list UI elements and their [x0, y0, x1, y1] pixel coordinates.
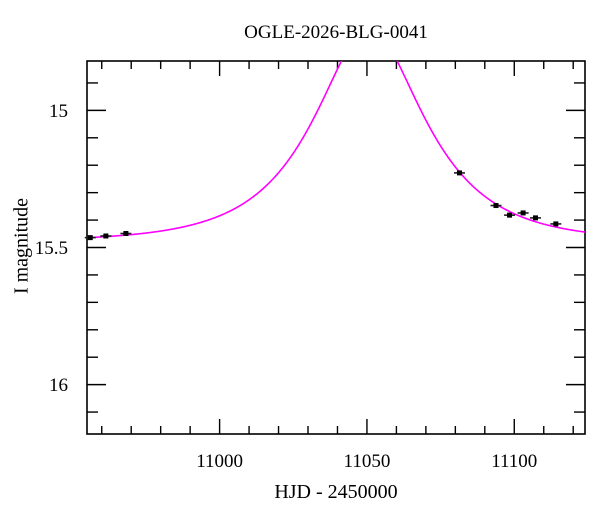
- axes-frame: [86, 60, 586, 435]
- chart-title: OGLE-2026-BLG-0041: [244, 22, 428, 43]
- data-point: [493, 203, 499, 209]
- data-point: [456, 170, 462, 176]
- x-tick-label: 11000: [196, 451, 243, 472]
- data-point: [553, 221, 559, 227]
- data-point: [103, 233, 109, 239]
- x-tick-label: 11050: [344, 451, 391, 472]
- model-curve: [87, 61, 585, 239]
- y-tick-label: 15.5: [35, 238, 68, 259]
- data-point: [532, 215, 538, 221]
- y-tick-label: 15: [49, 101, 68, 122]
- x-tick-label: 11100: [491, 451, 537, 472]
- data-point: [507, 212, 513, 218]
- data-point: [123, 231, 129, 237]
- x-axis-label: HJD - 2450000: [274, 481, 398, 503]
- y-tick-label: 16: [49, 375, 68, 396]
- data-point: [520, 210, 526, 216]
- data-point: [87, 235, 93, 241]
- y-axis-label: I magnitude: [10, 197, 33, 295]
